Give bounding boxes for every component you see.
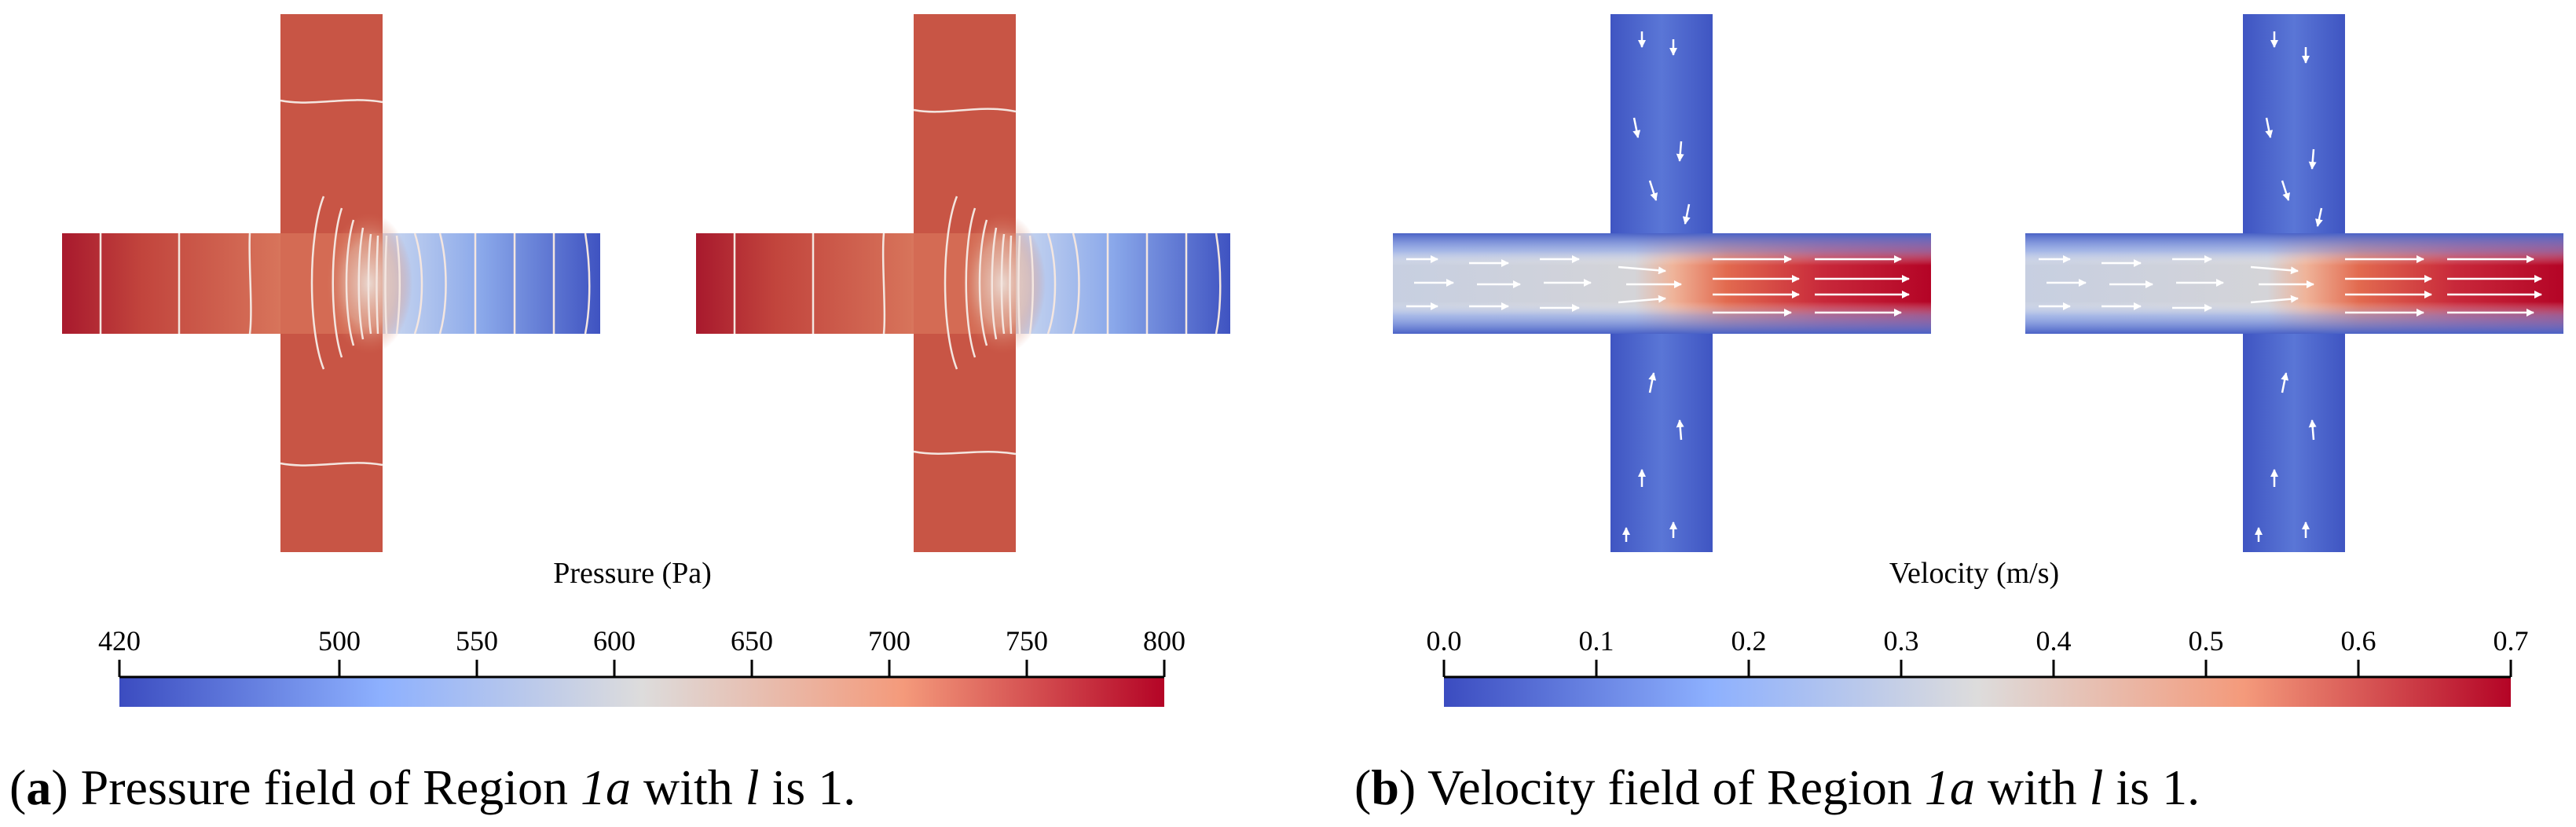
caption-text: Velocity field of Region: [1416, 759, 1925, 815]
pressure-cross-left: [62, 14, 600, 552]
colorbar-gradient: [1444, 677, 2511, 707]
colorbar-tick-label: 0.3: [1884, 625, 1919, 657]
colorbar-title: Velocity (m/s): [1889, 557, 2059, 590]
caption-text: is 1.: [2103, 759, 2200, 815]
colorbar-gradient: [119, 677, 1164, 707]
colorbar-title: Pressure (Pa): [553, 557, 712, 590]
colorbar-ticks: 0.0 0.1 0.2 0.3 0.4 0.5 0.6 0.7: [1427, 625, 2529, 677]
caption-text: is 1.: [760, 759, 856, 815]
colorbar-tick-label: 750: [1006, 625, 1048, 657]
velocity-cross-left: [1393, 14, 1931, 552]
caption-open: (: [9, 759, 26, 815]
caption-l: l: [2090, 759, 2104, 815]
caption-region: 1a: [581, 759, 631, 815]
colorbar-tick-label: 0.7: [2494, 625, 2529, 657]
caption-close: ): [1399, 759, 1416, 815]
velocity-arrows: [2039, 31, 2542, 542]
isobars: [733, 108, 1222, 456]
colorbar-tick-label: 650: [731, 625, 773, 657]
caption-text: with: [1975, 759, 2090, 815]
caption-text: with: [631, 759, 746, 815]
colorbar-tick-label: 700: [868, 625, 911, 657]
isobars: [99, 99, 591, 467]
caption-a: (a) Pressure field of Region 1a with l i…: [9, 759, 856, 815]
colorbar-tick-label: 420: [98, 625, 141, 657]
colorbar-tick-label: 550: [456, 625, 498, 657]
caption-letter: b: [1371, 759, 1399, 815]
caption-close: ): [51, 759, 68, 815]
colorbar-tick-label: 0.4: [2036, 625, 2072, 657]
caption-l: l: [746, 759, 760, 815]
colorbar-tick-label: 0.0: [1427, 625, 1462, 657]
velocity-cross-right: [2025, 14, 2563, 552]
colorbar-tick-label: 0.5: [2189, 625, 2224, 657]
colorbar-tick-label: 0.6: [2341, 625, 2376, 657]
colorbar-tick-label: 500: [318, 625, 361, 657]
velocity-colorbar: Velocity (m/s) 0.0 0.1 0.2 0.3 0.4 0.5 0.6 0.7: [1427, 557, 2529, 707]
caption-text: Pressure field of Region: [68, 759, 581, 815]
colorbar-tick-label: 0.1: [1579, 625, 1614, 657]
velocity-arrows: [1406, 31, 1910, 542]
caption-region: 1a: [1925, 759, 1975, 815]
pressure-cross-right: [696, 14, 1230, 552]
colorbar-tick-label: 600: [593, 625, 636, 657]
caption-letter: a: [26, 759, 51, 815]
caption-open: (: [1354, 759, 1371, 815]
colorbar-tick-label: 800: [1143, 625, 1185, 657]
caption-b: (b) Velocity field of Region 1a with l i…: [1354, 759, 2200, 815]
colorbar-tick-label: 0.2: [1731, 625, 1767, 657]
colorbar-ticks: 420 500 550 600 650 700 750 800: [98, 625, 1185, 677]
pressure-colorbar: Pressure (Pa) 420 500 550 600 650 700 750 800: [98, 557, 1185, 707]
